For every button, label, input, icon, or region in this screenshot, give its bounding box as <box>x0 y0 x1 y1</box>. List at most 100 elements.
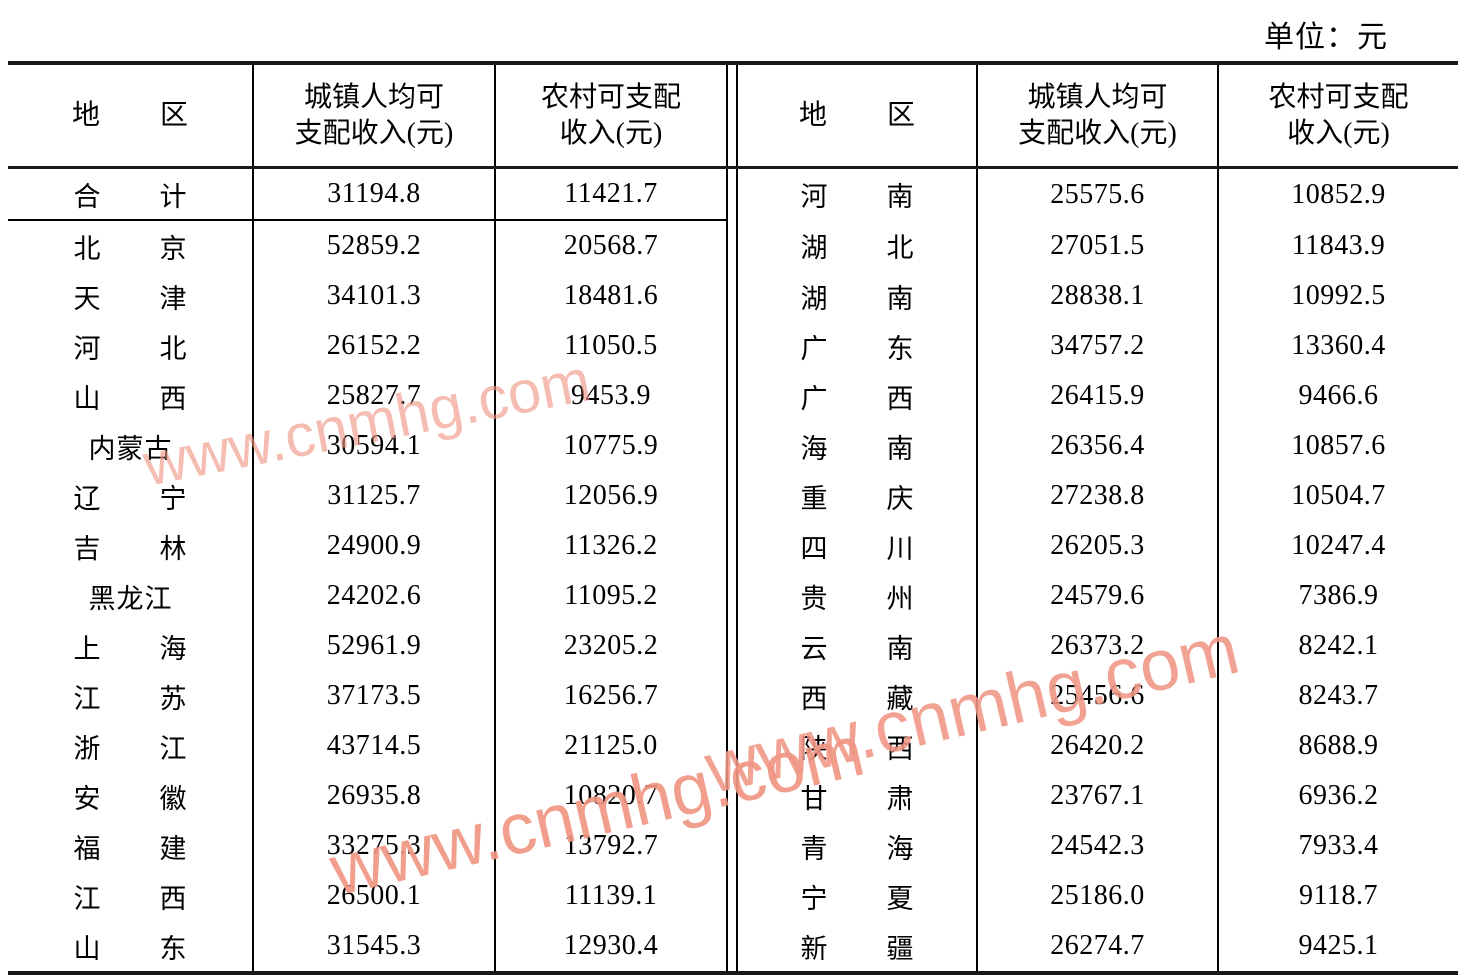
cell-rural-income-right: 11843.9 <box>1217 220 1458 271</box>
header-region-left: 地 区 <box>8 65 253 169</box>
cell-urban-income-right: 24542.3 <box>976 821 1218 871</box>
cell-urban-income-left: 26152.2 <box>252 321 495 371</box>
center-divider-cell <box>726 471 738 521</box>
cell-urban-income-right: 27051.5 <box>976 220 1218 271</box>
center-divider-cell <box>726 220 738 271</box>
cell-urban-income-right: 26420.2 <box>976 721 1218 771</box>
header-urban-line1-left: 城镇人均可 <box>303 82 444 114</box>
cell-urban-income-left: 31125.7 <box>252 471 495 521</box>
header-rural-line1-left: 农村可支配 <box>540 82 681 114</box>
cell-urban-income-left: 33275.3 <box>252 821 495 871</box>
cell-region-right: 云 南 <box>800 633 930 664</box>
table-row: 安 徽 26935.8 10820.7 甘 肃 23767.1 6936.2 <box>8 771 1458 821</box>
cell-urban-income-left: 31545.3 <box>252 921 495 971</box>
cell-region-left: 黑龙江 <box>88 583 173 614</box>
cell-rural-income-left: 12930.4 <box>494 921 727 971</box>
cell-region-right: 甘 肃 <box>800 783 930 814</box>
center-divider-cell <box>726 671 738 721</box>
cell-urban-income-left: 25827.7 <box>252 371 495 421</box>
cell-urban-income-left: 26500.1 <box>252 871 495 921</box>
cell-region-left: 安 徽 <box>73 783 203 814</box>
cell-region-left: 江 苏 <box>73 683 203 714</box>
cell-rural-income-right: 7386.9 <box>1217 571 1458 621</box>
cell-region-left: 北 京 <box>73 233 203 264</box>
table-row: 辽 宁 31125.7 12056.9 重 庆 27238.8 10504.7 <box>8 471 1458 521</box>
header-rural-line2-left: 收入(元) <box>559 117 663 149</box>
cell-region-left: 内蒙古 <box>88 433 173 464</box>
center-divider-cell <box>726 167 738 220</box>
table-row: 江 西 26500.1 11139.1 宁 夏 25186.0 9118.7 <box>8 871 1458 921</box>
cell-region-right: 青 海 <box>800 833 930 864</box>
cell-rural-income-left: 9453.9 <box>494 371 727 421</box>
cell-urban-income-left: 24900.9 <box>252 521 495 571</box>
table-row: 内蒙古 30594.1 10775.9 海 南 26356.4 10857.6 <box>8 421 1458 471</box>
header-rural-line2-right: 收入(元) <box>1287 117 1390 149</box>
cell-urban-income-right: 26356.4 <box>976 421 1218 471</box>
cell-region-right: 河 南 <box>800 182 930 212</box>
cell-urban-income-right: 26274.7 <box>976 921 1218 971</box>
cell-region-left: 辽 宁 <box>73 483 203 514</box>
table-row: 合 计 31194.8 11421.7 河 南 25575.6 10852.9 <box>8 167 1458 221</box>
header-rural-income-right: 农村可支配 收入(元) <box>1217 65 1458 169</box>
cell-rural-income-right: 10247.4 <box>1217 521 1458 571</box>
header-rural-income-left: 农村可支配 收入(元) <box>494 65 727 169</box>
cell-rural-income-left: 23205.2 <box>494 621 727 671</box>
cell-region-left: 河 北 <box>73 333 203 364</box>
cell-region-left: 天 津 <box>73 283 203 314</box>
center-divider-cell <box>726 621 738 671</box>
header-rural-line1-right: 农村可支配 <box>1268 82 1409 114</box>
cell-rural-income-left: 12056.9 <box>494 471 727 521</box>
cell-rural-income-left: 18481.6 <box>494 271 727 321</box>
cell-urban-income-right: 26415.9 <box>976 371 1218 421</box>
cell-urban-income-right: 34757.2 <box>976 321 1218 371</box>
cell-region-right: 重 庆 <box>800 483 930 514</box>
header-urban-line2-right: 支配收入(元) <box>1018 117 1177 149</box>
center-divider-cell <box>726 821 738 871</box>
table-row: 江 苏 37173.5 16256.7 西 藏 25456.6 8243.7 <box>8 671 1458 721</box>
cell-rural-income-right: 10852.9 <box>1217 167 1458 220</box>
center-divider-cell <box>726 421 738 471</box>
cell-rural-income-left: 16256.7 <box>494 671 727 721</box>
cell-rural-income-right: 7933.4 <box>1217 821 1458 871</box>
cell-rural-income-right: 6936.2 <box>1217 771 1458 821</box>
cell-urban-income-right: 25575.6 <box>976 167 1218 220</box>
cell-rural-income-right: 8242.1 <box>1217 621 1458 671</box>
cell-region-right: 西 藏 <box>800 683 930 714</box>
income-statistics-table: 地 区 城镇人均可 支配收入(元) 农村可支配 收入(元) 地 区 城镇人均可 … <box>8 65 1458 971</box>
cell-rural-income-right: 10857.6 <box>1217 421 1458 471</box>
center-divider-cell <box>726 571 738 621</box>
cell-rural-income-left: 11050.5 <box>494 321 727 371</box>
cell-urban-income-left: 26935.8 <box>252 771 495 821</box>
cell-rural-income-left: 11139.1 <box>494 871 727 921</box>
cell-urban-income-right: 26205.3 <box>976 521 1218 571</box>
table-row: 吉 林 24900.9 11326.2 四 川 26205.3 10247.4 <box>8 521 1458 571</box>
center-divider-cell <box>726 871 738 921</box>
center-divider-cell <box>726 921 738 971</box>
header-region-right: 地 区 <box>737 65 977 169</box>
center-divider-cell <box>726 321 738 371</box>
cell-rural-income-right: 9466.6 <box>1217 371 1458 421</box>
cell-region-right: 贵 州 <box>800 583 930 614</box>
cell-rural-income-left: 21125.0 <box>494 721 727 771</box>
center-divider-header <box>726 65 738 169</box>
cell-region-right: 宁 夏 <box>800 883 930 914</box>
cell-rural-income-left: 11421.7 <box>494 167 727 221</box>
cell-region-left: 山 西 <box>73 383 203 414</box>
center-divider-cell <box>726 371 738 421</box>
table-row: 山 东 31545.3 12930.4 新 疆 26274.7 9425.1 <box>8 921 1458 971</box>
cell-urban-income-right: 25456.6 <box>976 671 1218 721</box>
cell-region-right: 广 东 <box>800 333 930 364</box>
cell-urban-income-right: 28838.1 <box>976 271 1218 321</box>
cell-urban-income-left: 43714.5 <box>252 721 495 771</box>
center-divider-cell <box>726 771 738 821</box>
center-divider-cell <box>726 271 738 321</box>
table-row: 山 西 25827.7 9453.9 广 西 26415.9 9466.6 <box>8 371 1458 421</box>
cell-urban-income-right: 27238.8 <box>976 471 1218 521</box>
cell-region-right: 新 疆 <box>800 933 930 964</box>
cell-urban-income-right: 25186.0 <box>976 871 1218 921</box>
cell-urban-income-left: 34101.3 <box>252 271 495 321</box>
table-row: 北 京 52859.2 20568.7 湖 北 27051.5 11843.9 <box>8 220 1458 271</box>
cell-rural-income-right: 9118.7 <box>1217 871 1458 921</box>
cell-rural-income-right: 8243.7 <box>1217 671 1458 721</box>
statistics-table-container: 地 区 城镇人均可 支配收入(元) 农村可支配 收入(元) 地 区 城镇人均可 … <box>8 61 1458 975</box>
